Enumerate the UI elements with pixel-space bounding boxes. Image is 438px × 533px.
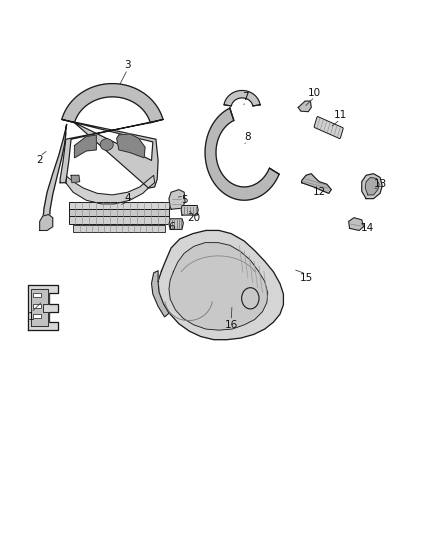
Bar [33,314,41,318]
Text: 16: 16 [225,320,238,330]
Polygon shape [74,135,96,158]
Polygon shape [224,91,260,106]
Text: 4: 4 [124,192,131,203]
Text: 7: 7 [242,92,248,102]
Text: 2: 2 [36,156,43,165]
Text: 6: 6 [168,222,174,232]
Text: 11: 11 [333,110,346,120]
Text: 12: 12 [312,187,326,197]
Bar [69,209,169,216]
Bar [69,202,169,209]
Polygon shape [43,124,67,221]
Bar [33,293,41,297]
Text: 8: 8 [244,132,251,142]
Polygon shape [362,174,382,199]
Text: 15: 15 [300,273,313,283]
Polygon shape [181,206,198,215]
Polygon shape [66,175,155,204]
Bar [73,225,165,232]
Text: 14: 14 [360,223,374,233]
Polygon shape [62,84,163,123]
Polygon shape [71,175,80,183]
Bar [69,216,169,224]
Polygon shape [169,219,184,229]
Polygon shape [169,190,185,209]
Text: 10: 10 [308,87,321,98]
Polygon shape [302,174,331,193]
Text: 13: 13 [374,179,387,189]
Polygon shape [365,177,379,195]
Polygon shape [117,134,145,158]
Polygon shape [298,101,311,112]
Ellipse shape [100,139,113,150]
Polygon shape [62,119,158,188]
Bar [33,304,41,308]
Text: 20: 20 [187,213,200,223]
Polygon shape [169,243,268,330]
FancyBboxPatch shape [314,117,343,139]
Polygon shape [31,289,48,326]
Polygon shape [349,217,364,230]
Polygon shape [152,271,169,317]
Polygon shape [28,285,58,330]
Polygon shape [205,108,279,200]
Polygon shape [40,215,53,230]
Text: 5: 5 [181,195,187,205]
Polygon shape [158,230,283,340]
Polygon shape [60,119,163,183]
Text: 3: 3 [124,60,131,70]
Text: 1: 1 [28,312,34,322]
